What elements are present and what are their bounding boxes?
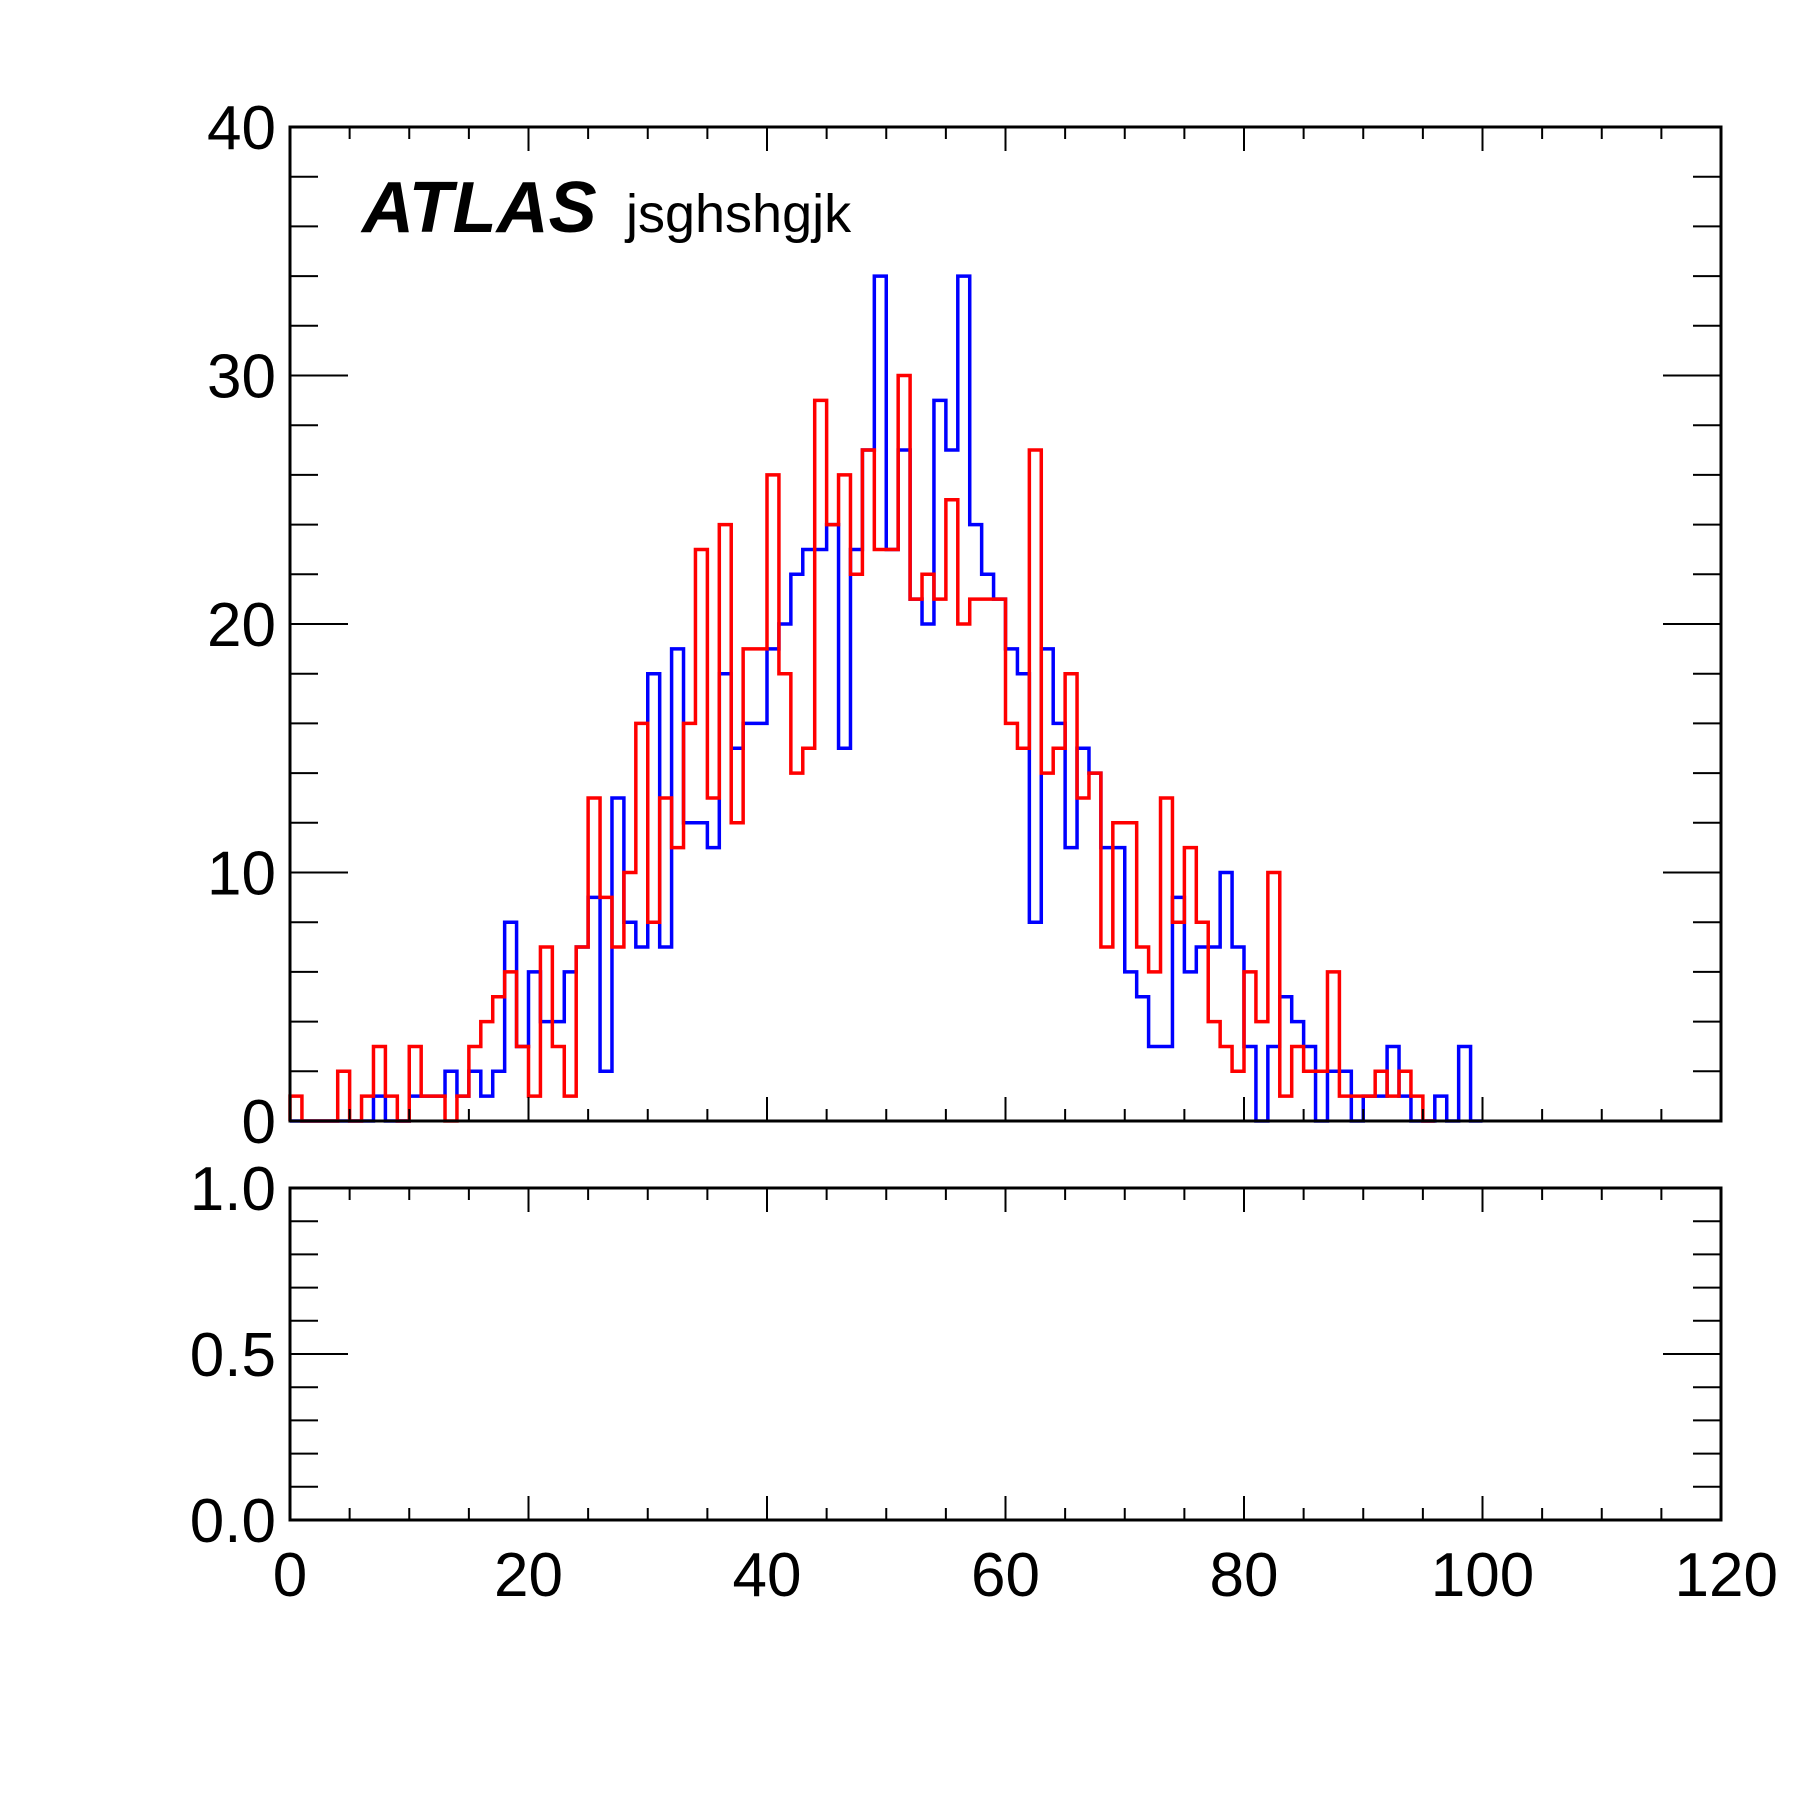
- x-tick-label: 60: [971, 1541, 1040, 1610]
- main-plot-frame: [288, 125, 1723, 1123]
- main-panel: 0 10 20 30 40 ATLAS jsghshgjk: [207, 94, 1723, 1157]
- ratio-y-tick-label: 0.5: [190, 1321, 276, 1390]
- histogram-series-group: [288, 274, 1483, 1123]
- ratio-axis-ticks: [290, 1188, 1721, 1520]
- atlas-label: ATLAS: [360, 168, 597, 248]
- atlas-sublabel: jsghshgjk: [624, 184, 852, 244]
- ratio-y-tick-label: 0.0: [190, 1487, 276, 1556]
- x-tick-label: 120: [1675, 1541, 1778, 1610]
- ratio-y-tick-label: 1.0: [190, 1155, 276, 1224]
- main-axis-ticks: [290, 127, 1721, 1121]
- main-y-tick-label: 10: [207, 840, 276, 909]
- main-y-tick-labels: 0 10 20 30 40: [207, 94, 276, 1157]
- histogram-series-1: [290, 274, 1483, 1123]
- x-tick-label: 20: [494, 1541, 563, 1610]
- x-tick-label: 80: [1210, 1541, 1279, 1610]
- x-tick-label: 100: [1431, 1541, 1534, 1610]
- main-y-tick-label: 40: [207, 94, 276, 163]
- main-y-tick-label: 20: [207, 591, 276, 660]
- ratio-panel: 0.0 0.5 1.0 0 20 40 60 80 100 120: [190, 1155, 1778, 1610]
- ratio-y-tick-labels: 0.0 0.5 1.0: [190, 1155, 276, 1556]
- x-tick-label: 0: [273, 1541, 307, 1610]
- main-y-tick-label: 30: [207, 343, 276, 412]
- x-tick-label: 40: [733, 1541, 802, 1610]
- histogram-series-2: [288, 373, 1435, 1123]
- ratio-plot-frame: [288, 1186, 1723, 1522]
- main-y-tick-label: 0: [242, 1088, 276, 1157]
- x-tick-labels: 0 20 40 60 80 100 120: [273, 1541, 1778, 1610]
